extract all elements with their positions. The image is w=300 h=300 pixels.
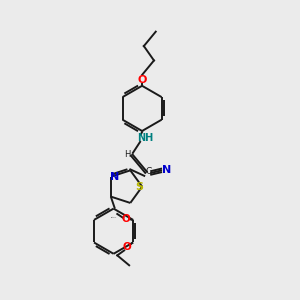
Text: S: S <box>135 182 143 192</box>
Text: H: H <box>124 150 130 159</box>
Text: O: O <box>123 242 132 252</box>
Text: C: C <box>145 167 151 176</box>
Text: N: N <box>110 172 119 182</box>
Text: NH: NH <box>137 133 153 143</box>
Text: methoxy: methoxy <box>111 217 117 218</box>
Text: O: O <box>137 75 147 85</box>
Text: O: O <box>122 214 130 224</box>
Text: N: N <box>162 166 172 176</box>
